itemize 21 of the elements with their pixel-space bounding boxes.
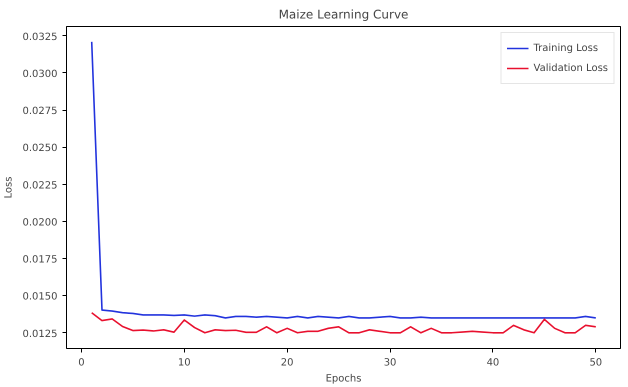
y-tick-label: 0.0250 <box>22 143 58 154</box>
y-tick-label: 0.0125 <box>22 328 58 340</box>
y-tick-label: 0.0200 <box>22 217 58 228</box>
x-tick-label: 20 <box>280 358 294 368</box>
x-tick-label: 50 <box>589 358 602 368</box>
y-tick-label: 0.0175 <box>22 254 58 266</box>
y-tick-label: 0.0275 <box>22 106 58 118</box>
y-tick-label: 0.0150 <box>22 292 58 303</box>
legend-label: Training Loss <box>534 42 598 54</box>
y-axis-title: Loss <box>4 176 15 198</box>
y-tick-label: 0.0300 <box>22 68 58 80</box>
line-series <box>90 312 597 334</box>
chart-title: Maize Learning Curve <box>278 8 408 22</box>
y-tick-label: 0.0225 <box>22 180 58 192</box>
x-tick-label: 0 <box>78 358 85 368</box>
y-tick-label: 0.0325 <box>22 32 58 43</box>
x-tick-label: 30 <box>384 358 396 368</box>
x-axis-title: Epochs <box>326 374 362 384</box>
x-tick-label: 10 <box>178 358 191 368</box>
x-tick-label: 40 <box>486 358 500 368</box>
legend-label: Validation Loss <box>534 62 608 74</box>
